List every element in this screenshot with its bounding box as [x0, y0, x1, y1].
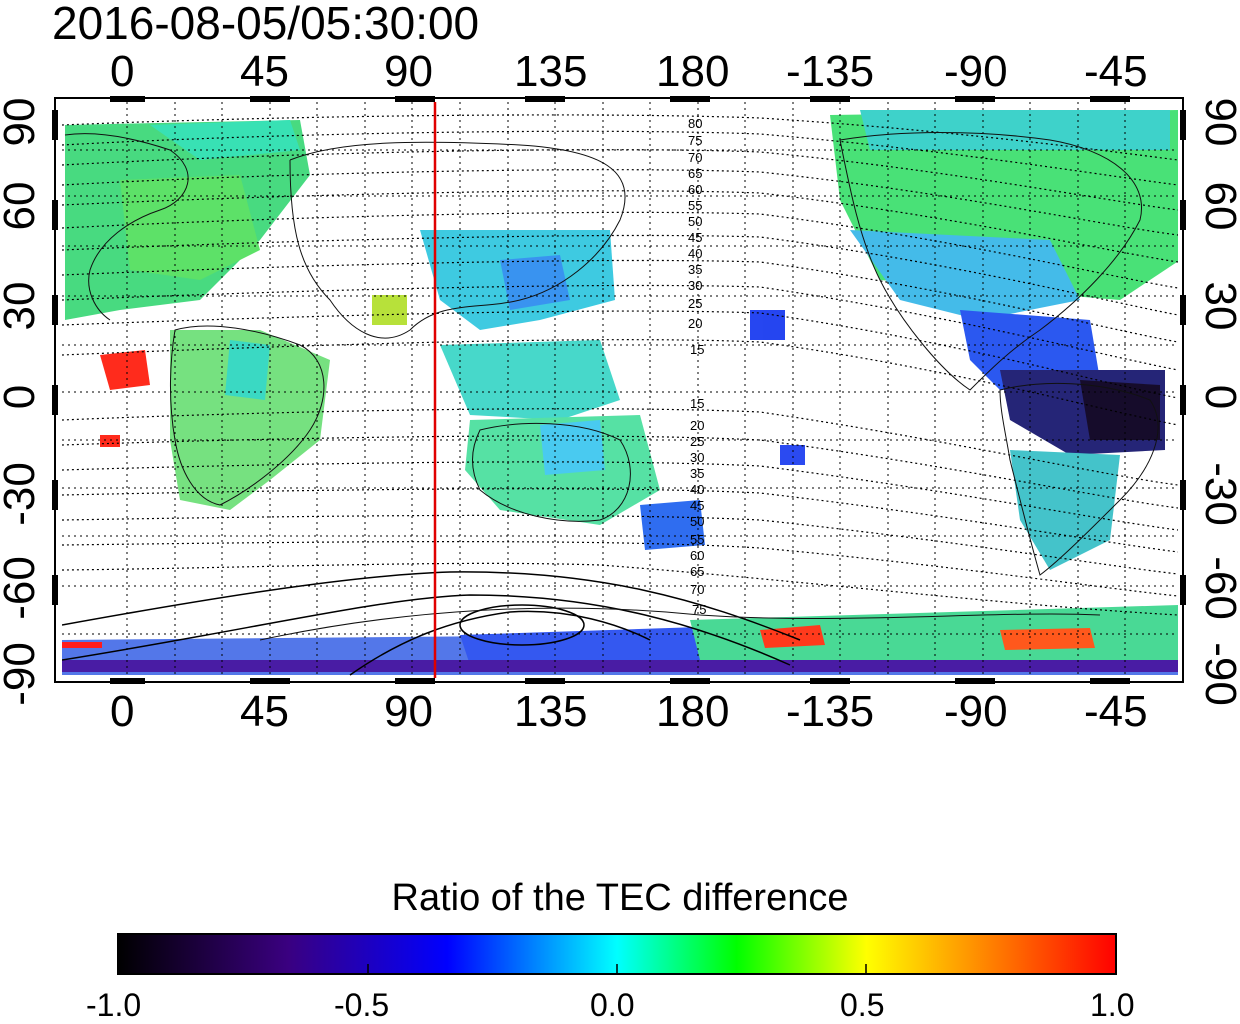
contour-label: 15 [690, 396, 704, 411]
contour-label: 40 [690, 482, 704, 497]
contour-label: 35 [690, 466, 704, 481]
contour-label: 75 [692, 602, 706, 617]
top-lon-label: 45 [240, 47, 289, 96]
top-lon-label: 0 [110, 47, 135, 96]
contour-label: 50 [690, 514, 704, 529]
bottom-lon-label: 180 [656, 687, 730, 736]
map-timestamp-title: 2016-08-05/05:30:00 [52, 0, 480, 49]
contour-label: 45 [690, 498, 704, 513]
top-lon-label: -90 [944, 47, 1008, 96]
contour-label: 75 [688, 133, 702, 148]
bottom-lon-label: -45 [1084, 687, 1148, 736]
contour-label: 15 [690, 342, 704, 357]
contour-label: 55 [688, 198, 702, 213]
contour-label: 20 [688, 316, 702, 331]
bottom-lon-label: -90 [944, 687, 1008, 736]
colorbar-tick-label: 1.0 [1090, 987, 1135, 1023]
contour-label: 40 [688, 246, 702, 261]
axis-tick-bars [52, 96, 1186, 684]
bottom-lon-label: -135 [786, 687, 875, 736]
contour-label: 70 [690, 582, 704, 597]
colorbar-ticks [117, 964, 1117, 974]
contour-label: 30 [688, 278, 702, 293]
top-lon-label: 90 [384, 47, 433, 96]
contour-labels-north: 80 75 70 65 60 55 50 45 40 35 30 25 20 1… [688, 116, 704, 357]
auroral-contours [62, 571, 801, 676]
colorbar-tick-label: -1.0 [86, 987, 142, 1023]
top-lon-label: 135 [514, 47, 588, 96]
contour-label: 60 [690, 548, 704, 563]
contour-label: 65 [688, 166, 702, 181]
contour-label: 25 [690, 434, 704, 449]
contour-labels-south: 15 20 25 30 35 40 45 50 55 60 65 70 75 [690, 396, 706, 617]
colorbar-title: Ratio of the TEC difference [391, 877, 849, 919]
top-lon-label: 180 [656, 47, 730, 96]
contour-label: 65 [690, 564, 704, 579]
bottom-lon-label: 135 [514, 687, 588, 736]
bottom-lon-label: 90 [384, 687, 433, 736]
contour-label: 55 [690, 532, 704, 547]
contour-label: 45 [688, 230, 702, 245]
contour-label: 30 [690, 450, 704, 465]
colorbar-tick-label: -0.5 [334, 987, 390, 1023]
map-grid [62, 102, 1178, 678]
contour-label: 25 [688, 296, 702, 311]
contour-label: 70 [688, 150, 702, 165]
contour-label: 80 [688, 116, 702, 131]
magnetic-contours [62, 114, 1178, 616]
top-lon-label: -45 [1084, 47, 1148, 96]
top-lon-label: -135 [786, 47, 875, 96]
coastlines [64, 132, 1159, 641]
contour-label: 35 [688, 262, 702, 277]
colorbar-tick-label: 0.5 [840, 987, 885, 1023]
contour-label: 60 [688, 182, 702, 197]
contour-label: 20 [690, 418, 704, 433]
bottom-lon-label: 45 [240, 687, 289, 736]
bottom-lon-label: 0 [110, 687, 135, 736]
colorbar-tick-label: 0.0 [590, 987, 635, 1023]
contour-label: 50 [688, 214, 702, 229]
